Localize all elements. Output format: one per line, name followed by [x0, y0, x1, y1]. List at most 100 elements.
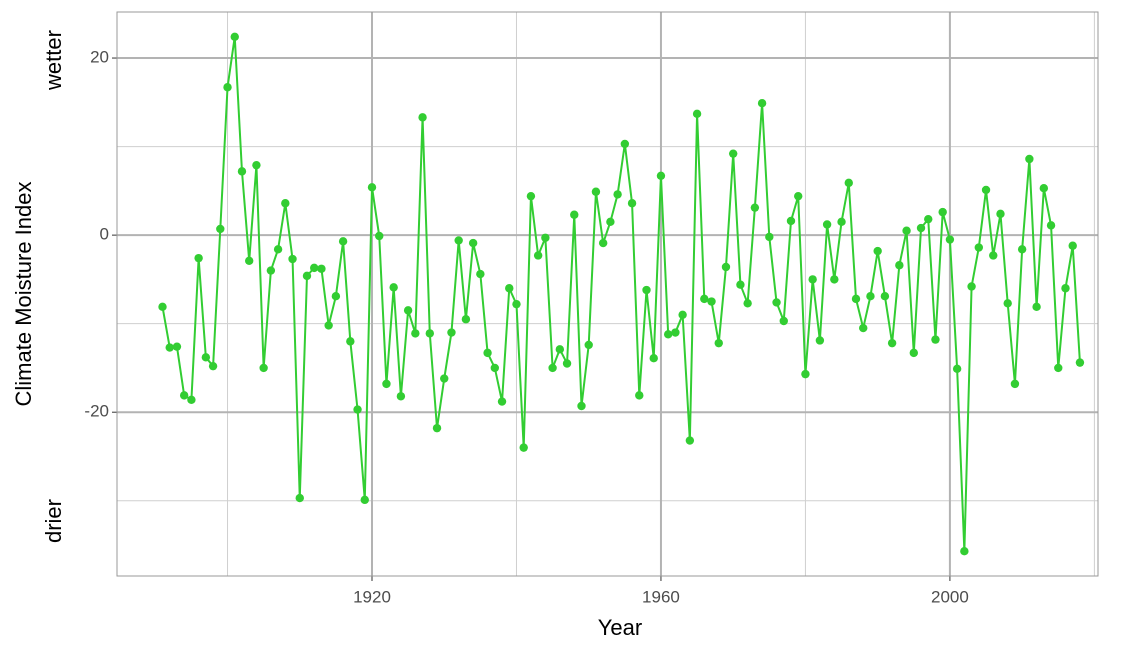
point: [663, 330, 673, 339]
point: [808, 275, 817, 284]
point: [331, 292, 341, 301]
point: [757, 98, 767, 108]
point: [208, 361, 218, 371]
point: [302, 271, 312, 281]
point: [1010, 379, 1020, 389]
point: [750, 203, 760, 212]
point: [562, 359, 572, 368]
point: [620, 139, 630, 149]
point: [375, 231, 384, 241]
point: [1061, 284, 1070, 293]
point: [1017, 245, 1027, 254]
point: [779, 316, 788, 326]
point: [714, 338, 723, 348]
point: [179, 391, 189, 400]
point: [656, 171, 666, 180]
point: [1075, 358, 1085, 367]
point: [598, 238, 608, 248]
point: [497, 397, 507, 406]
point: [591, 187, 601, 196]
point: [830, 275, 839, 284]
point: [765, 232, 774, 242]
point: [887, 338, 897, 348]
point: [555, 345, 565, 354]
point: [794, 191, 803, 201]
point: [454, 236, 463, 245]
point: [570, 210, 579, 219]
point: [440, 374, 449, 383]
point: [252, 160, 261, 170]
point: [476, 269, 485, 279]
point: [172, 342, 182, 351]
y-axis-title: Climate Moisture Index: [11, 182, 36, 407]
point: [851, 294, 861, 304]
point: [1025, 154, 1034, 164]
point: [960, 547, 969, 556]
x-tick-label: 1920: [353, 587, 391, 606]
point: [201, 353, 211, 362]
point: [237, 167, 247, 176]
y-tick-label: 0: [100, 225, 109, 244]
point: [1039, 183, 1049, 193]
y-tick-label: -20: [84, 402, 109, 421]
point: [1068, 241, 1077, 250]
point: [772, 298, 781, 307]
point: [613, 190, 622, 199]
line: [161, 36, 1081, 552]
point: [411, 329, 420, 338]
point: [707, 297, 716, 306]
point: [548, 363, 557, 373]
y-tick-label: 20: [90, 48, 109, 67]
point: [895, 261, 904, 270]
point: [685, 436, 695, 445]
point: [1003, 299, 1012, 308]
point: [389, 283, 398, 292]
point: [396, 392, 406, 401]
point: [273, 245, 283, 254]
point: [642, 285, 651, 295]
point: [483, 348, 492, 358]
point: [432, 423, 442, 433]
point: [996, 209, 1005, 219]
point: [360, 495, 369, 505]
point: [967, 282, 976, 291]
point: [165, 343, 174, 352]
point: [981, 185, 991, 195]
point: [649, 353, 658, 363]
point: [505, 284, 514, 293]
point: [606, 217, 615, 227]
point: [461, 315, 471, 324]
panel-border: [116, 11, 1099, 577]
point: [418, 113, 427, 122]
point: [938, 207, 947, 217]
point: [526, 191, 536, 201]
point: [346, 337, 355, 346]
point: [1032, 302, 1041, 312]
x-axis-title: Year: [598, 615, 642, 640]
point: [859, 323, 868, 333]
point: [338, 237, 348, 246]
point: [627, 199, 637, 208]
point: [989, 251, 998, 260]
point: [837, 217, 846, 227]
point: [873, 246, 882, 256]
point: [187, 395, 196, 405]
point: [244, 256, 254, 265]
point: [584, 340, 593, 350]
point: [743, 299, 752, 308]
annotation: drier: [41, 499, 66, 543]
point: [678, 310, 687, 320]
point: [844, 178, 853, 188]
point: [512, 299, 521, 309]
point: [230, 32, 239, 41]
point: [700, 294, 709, 304]
point: [671, 328, 680, 337]
point: [295, 493, 304, 503]
point: [519, 443, 528, 452]
point: [1046, 221, 1056, 230]
point: [736, 280, 745, 289]
point: [259, 363, 268, 373]
point: [1054, 363, 1063, 373]
